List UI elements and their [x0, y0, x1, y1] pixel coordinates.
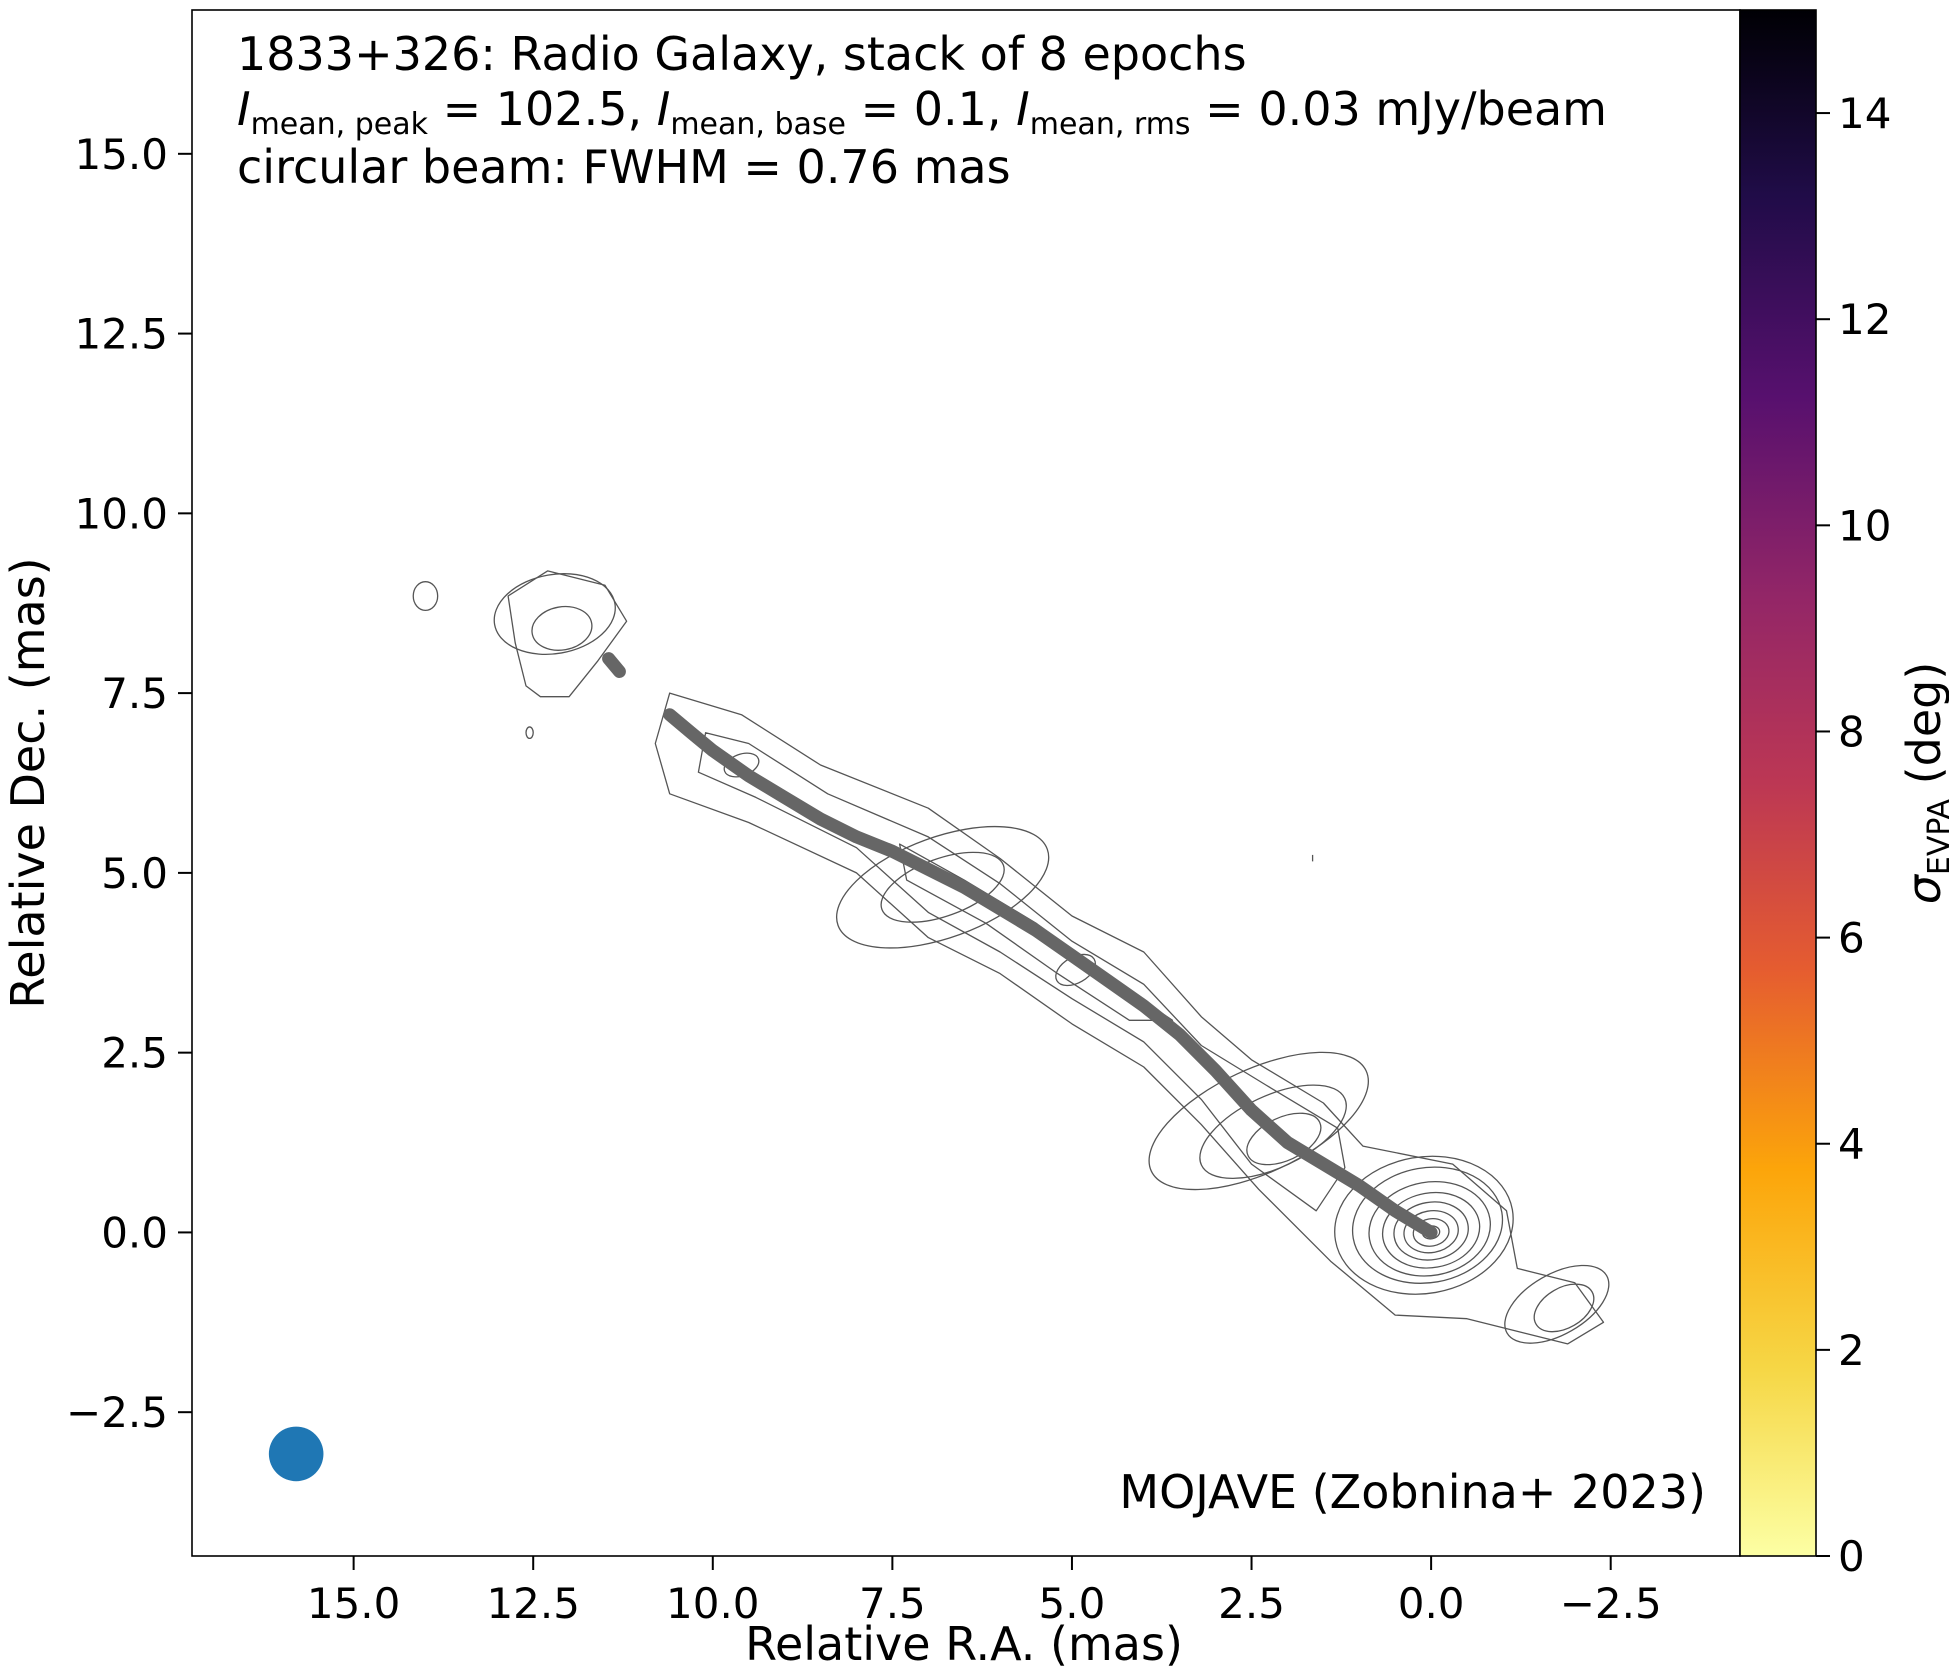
x-tick-label: 2.5 — [1218, 1579, 1285, 1628]
contour-level-3 — [1381, 1191, 1481, 1269]
y-axis-ticks: −2.5 0.0 2.5 5.0 7.5 10.0 12.5 15.0 — [66, 130, 192, 1437]
x-axis-ticks: 15.0 12.5 10.0 7.5 5.0 2.5 0.0 −2.5 — [307, 1556, 1662, 1628]
axes-frame — [191, 9, 1741, 1557]
x-tick-label: 15.0 — [307, 1579, 401, 1628]
contour-level-6 — [1412, 1217, 1450, 1247]
y-tick-label: 15.0 — [74, 130, 168, 179]
beam-circle — [268, 1426, 324, 1482]
chart-title-line-1: 1833+326: Radio Galaxy, stack of 8 epoch… — [237, 27, 1247, 81]
plot-area — [191, 9, 1741, 1557]
x-tick-label: 7.5 — [859, 1579, 926, 1628]
y-tick-label: 10.0 — [74, 489, 168, 538]
colorbar-label-sub: EVPA — [1922, 798, 1949, 875]
title-value-rms: = 0.03 mJy/beam — [1191, 82, 1607, 136]
contour-level-20 — [1504, 1264, 1610, 1344]
title-symbol-peak: I — [237, 82, 251, 136]
contour-level-1 — [1351, 1166, 1504, 1284]
contour-envelope-0 — [654, 692, 1605, 1345]
title-value-peak: = 102.5, — [428, 82, 657, 136]
x-tick-label: 0.0 — [1398, 1579, 1465, 1628]
colorbar-tick-label: 2 — [1838, 1326, 1865, 1375]
x-tick-label: −2.5 — [1560, 1579, 1662, 1628]
contour-level-17 — [412, 581, 439, 612]
colorbar-tick-label: 4 — [1838, 1120, 1865, 1169]
colorbar-tick-label: 14 — [1838, 89, 1891, 138]
y-tick-label: −2.5 — [66, 1388, 168, 1437]
y-tick-label: 12.5 — [74, 310, 168, 359]
colorbar-label-unit: (deg) — [1897, 662, 1949, 799]
beam-layer — [268, 1426, 324, 1482]
contour-level-10 — [1148, 1051, 1369, 1191]
contour-level-2 — [1368, 1180, 1492, 1277]
x-axis-label: Relative R.A. (mas) — [745, 1617, 1183, 1671]
title-sub-rms: mean, rms — [1030, 107, 1191, 142]
ridgeline-layer — [602, 652, 1438, 1239]
contour-level-16 — [493, 573, 616, 655]
y-tick-label: 5.0 — [101, 849, 168, 898]
contour-level-0 — [1334, 1155, 1514, 1295]
title-symbol-rms: I — [1016, 82, 1030, 136]
ridgeline-segment-0 — [663, 708, 1438, 1239]
title-value-base: = 0.1, — [846, 82, 1016, 136]
contour-level-12 — [835, 825, 1050, 949]
contour-level-8 — [1246, 1112, 1322, 1166]
colorbar-tick-label: 12 — [1838, 295, 1891, 344]
contour-envelope-3 — [507, 570, 628, 698]
contour-level-4 — [1393, 1201, 1469, 1261]
contour-level-5 — [1403, 1209, 1459, 1254]
chart-title-line-3: circular beam: FWHM = 0.76 mas — [237, 140, 1011, 194]
x-tick-label: 5.0 — [1039, 1579, 1106, 1628]
credit-label: MOJAVE (Zobnina+ 2023) — [1119, 1465, 1706, 1519]
colorbar-tick-label: 6 — [1838, 914, 1865, 963]
colorbar-tick-label: 10 — [1838, 501, 1891, 550]
colorbar-label-symbol: σ — [1897, 873, 1949, 904]
contour-level-19 — [1533, 1283, 1595, 1333]
colorbar-label: σEVPA (deg) — [1897, 662, 1949, 905]
contour-level-15 — [531, 605, 593, 651]
colorbar: 0 2 4 6 8 10 12 14 σEVPA (deg) — [1739, 9, 1949, 1581]
title-sub-peak: mean, peak — [251, 107, 429, 142]
x-tick-label: 12.5 — [486, 1579, 580, 1628]
colorbar-tick-label: 8 — [1838, 707, 1865, 756]
contour-envelope-1 — [697, 732, 1346, 1212]
y-axis-label: Relative Dec. (mas) — [1, 557, 55, 1008]
contour-level-11 — [880, 851, 1005, 923]
title-symbol-base: I — [657, 82, 671, 136]
title-sub-base: mean, base — [670, 107, 846, 142]
chart-title-line-2: Imean, peak = 102.5, Imean, base = 0.1, … — [237, 82, 1607, 142]
colorbar-gradient — [1739, 9, 1817, 1557]
y-tick-label: 0.0 — [101, 1208, 168, 1257]
x-tick-label: 10.0 — [666, 1579, 760, 1628]
y-tick-label: 2.5 — [101, 1029, 168, 1078]
y-tick-label: 7.5 — [101, 669, 168, 718]
colorbar-ticks: 0 2 4 6 8 10 12 14 — [1816, 89, 1891, 1581]
colorbar-tick-label: 0 — [1838, 1532, 1865, 1581]
contour-level-18 — [525, 726, 534, 740]
ridgeline-segment-1 — [602, 652, 626, 678]
